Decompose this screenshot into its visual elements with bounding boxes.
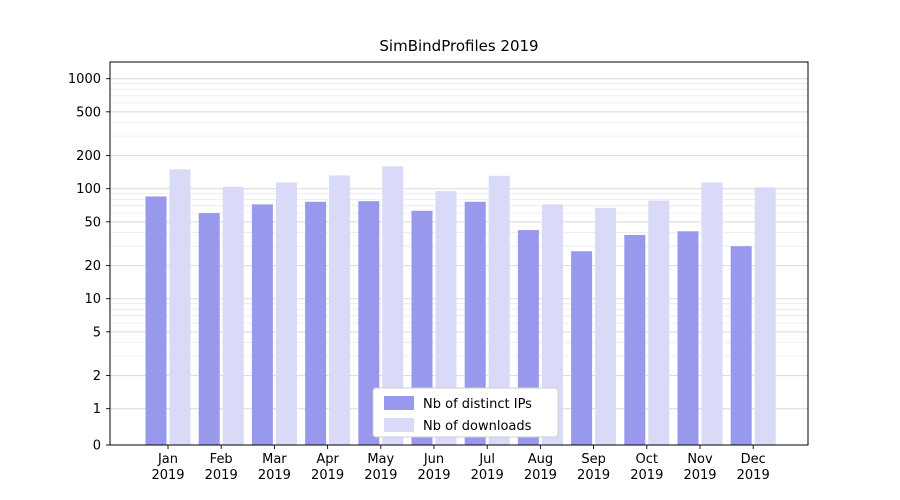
x-tick-label-month: Sep xyxy=(581,452,606,467)
x-tick-label-month: Nov xyxy=(687,452,713,467)
legend-box xyxy=(372,387,559,438)
y-tick-label: 20 xyxy=(84,259,101,274)
x-tick-label-month: Jul xyxy=(478,452,495,467)
x-tick-label-year: 2019 xyxy=(524,468,557,483)
bar-downloads-feb xyxy=(222,186,244,445)
legend-swatch-distinct-ips xyxy=(384,396,414,410)
legend-label-distinct-ips: Nb of distinct IPs xyxy=(423,397,532,412)
bar-downloads-jul xyxy=(488,175,510,445)
bar-downloads-jan xyxy=(169,169,191,445)
bar-distinct-ips-oct xyxy=(624,234,646,445)
legend-label-downloads: Nb of downloads xyxy=(423,419,532,434)
y-tick-label: 5 xyxy=(93,325,101,340)
x-tick-label-month: Apr xyxy=(316,452,339,467)
bar-distinct-ips-jul xyxy=(464,201,486,445)
x-tick-label-year: 2019 xyxy=(683,468,716,483)
y-tick-label: 500 xyxy=(76,105,101,120)
x-tick-label-year: 2019 xyxy=(417,468,450,483)
y-tick-label: 50 xyxy=(84,215,101,230)
bar-downloads-oct xyxy=(648,200,670,445)
bar-downloads-nov xyxy=(701,182,723,445)
x-tick-label-year: 2019 xyxy=(205,468,238,483)
bar-distinct-ips-feb xyxy=(198,213,220,445)
y-tick-label: 2 xyxy=(93,369,101,384)
y-tick-label: 1000 xyxy=(68,72,101,87)
x-tick-label-year: 2019 xyxy=(151,468,184,483)
bar-distinct-ips-may xyxy=(358,201,380,445)
x-tick-label-month: Jan xyxy=(157,452,178,467)
y-tick-label: 100 xyxy=(76,182,101,197)
x-tick-label-year: 2019 xyxy=(577,468,610,483)
bar-downloads-dec xyxy=(754,187,776,445)
y-tick-label: 10 xyxy=(84,292,101,307)
x-tick-label-month: Jun xyxy=(423,452,444,467)
x-tick-label-month: Dec xyxy=(741,452,766,467)
bar-downloads-apr xyxy=(329,175,351,445)
x-tick-label-year: 2019 xyxy=(258,468,291,483)
x-tick-label-month: Oct xyxy=(636,452,658,467)
x-tick-label-year: 2019 xyxy=(737,468,770,483)
x-tick-label-month: Feb xyxy=(210,452,233,467)
plot-frame xyxy=(109,61,809,446)
x-tick-label-month: Mar xyxy=(262,452,287,467)
y-tick-label: 0 xyxy=(93,439,101,454)
bar-downloads-jun xyxy=(435,191,457,445)
x-tick-label-year: 2019 xyxy=(364,468,397,483)
y-tick-label: 1 xyxy=(93,402,101,417)
x-tick-label-month: Aug xyxy=(528,452,553,467)
bar-distinct-ips-dec xyxy=(730,246,752,445)
x-tick-label-month: May xyxy=(367,452,394,467)
bar-downloads-mar xyxy=(275,182,297,445)
x-tick-label-year: 2019 xyxy=(630,468,663,483)
bar-distinct-ips-mar xyxy=(251,204,273,445)
bar-distinct-ips-jan xyxy=(145,196,167,445)
x-tick-label-year: 2019 xyxy=(311,468,344,483)
bar-distinct-ips-sep xyxy=(571,251,593,445)
bar-downloads-sep xyxy=(595,207,617,445)
bar-downloads-may xyxy=(382,166,404,445)
bar-distinct-ips-apr xyxy=(305,201,327,445)
chart-title: SimBindProfiles 2019 xyxy=(379,37,539,55)
bar-distinct-ips-nov xyxy=(677,231,699,445)
legend-swatch-downloads xyxy=(384,418,414,432)
y-tick-label: 200 xyxy=(76,149,101,164)
bar-distinct-ips-jun xyxy=(411,210,433,445)
bar-downloads-aug xyxy=(541,204,563,445)
x-tick-label-year: 2019 xyxy=(471,468,504,483)
